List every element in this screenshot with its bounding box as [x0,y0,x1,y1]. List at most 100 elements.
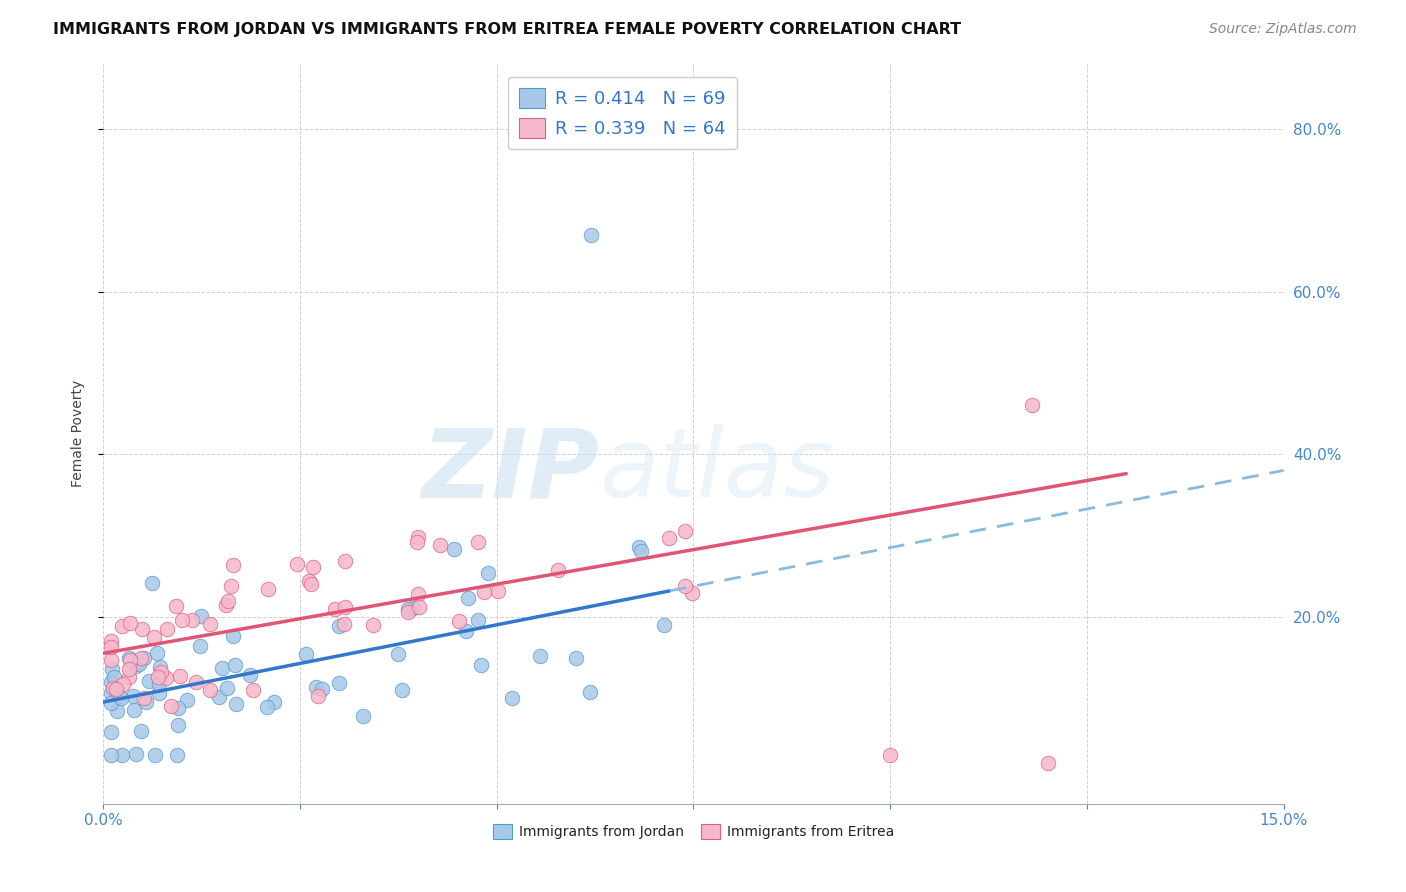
Point [100,747,122,762]
Point [211,661,233,675]
Point [396,602,419,616]
Point [135,695,157,709]
Point [467,535,489,549]
Point [111,619,134,633]
Point [486,584,509,599]
Point [579,227,602,242]
Point [143,747,166,762]
Point [443,541,465,556]
Point [224,658,246,673]
Point [198,617,221,632]
Point [564,650,586,665]
Point [263,695,285,709]
Point [215,681,238,696]
Point [406,530,429,544]
Point [155,671,177,685]
Point [879,747,901,762]
Point [169,669,191,683]
Point [406,587,429,601]
Point [467,614,489,628]
Point [363,618,385,632]
Point [146,670,169,684]
Point [100,653,122,667]
Point [111,677,134,691]
Point [141,575,163,590]
Point [149,660,172,674]
Point [335,554,357,568]
Point [472,585,495,599]
Point [256,700,278,714]
Point [160,698,183,713]
Point [148,676,170,690]
Point [131,623,153,637]
Point [221,579,243,593]
Point [222,630,245,644]
Point [457,591,479,605]
Point [242,682,264,697]
Point [323,601,346,615]
Point [100,725,122,739]
Point [352,709,374,723]
Point [396,605,419,619]
Point [335,600,357,615]
Point [128,657,150,671]
Point [125,747,148,761]
Point [170,613,193,627]
Text: Source: ZipAtlas.com: Source: ZipAtlas.com [1209,22,1357,37]
Point [470,658,492,673]
Point [122,689,145,703]
Point [155,622,177,636]
Point [673,524,696,538]
Point [333,617,356,632]
Point [311,682,333,697]
Point [221,558,243,573]
Point [101,663,124,677]
Text: IMMIGRANTS FROM JORDAN VS IMMIGRANTS FROM ERITREA FEMALE POVERTY CORRELATION CHA: IMMIGRANTS FROM JORDAN VS IMMIGRANTS FRO… [53,22,962,37]
Point [118,669,141,683]
Point [547,563,569,577]
Point [456,624,478,638]
Point [129,650,152,665]
Point [307,689,329,703]
Point [166,718,188,732]
Point [165,599,187,613]
Point [100,686,122,700]
Point [100,633,122,648]
Point [294,648,316,662]
Point [118,653,141,667]
Point [138,674,160,689]
Point [681,586,703,600]
Point [100,697,122,711]
Point [110,690,132,705]
Point [402,600,425,615]
Point [149,665,172,679]
Point [110,747,132,762]
Point [132,691,155,706]
Point [215,599,238,613]
Point [391,683,413,698]
Point [103,670,125,684]
Legend: Immigrants from Jordan, Immigrants from Eritrea: Immigrants from Jordan, Immigrants from … [486,819,900,845]
Point [134,650,156,665]
Point [449,614,471,628]
Y-axis label: Female Poverty: Female Poverty [72,380,86,487]
Point [198,683,221,698]
Point [104,682,127,697]
Point [118,651,141,665]
Point [328,675,350,690]
Point [101,681,124,695]
Point [408,600,430,615]
Point [118,615,141,630]
Point [107,704,129,718]
Point [217,594,239,608]
Point [287,557,309,571]
Point [628,541,651,555]
Point [188,639,211,653]
Text: ZIP: ZIP [422,425,599,517]
Text: atlas: atlas [599,425,834,517]
Point [387,647,409,661]
Point [1036,756,1059,770]
Point [654,617,676,632]
Point [181,613,204,627]
Point [501,690,523,705]
